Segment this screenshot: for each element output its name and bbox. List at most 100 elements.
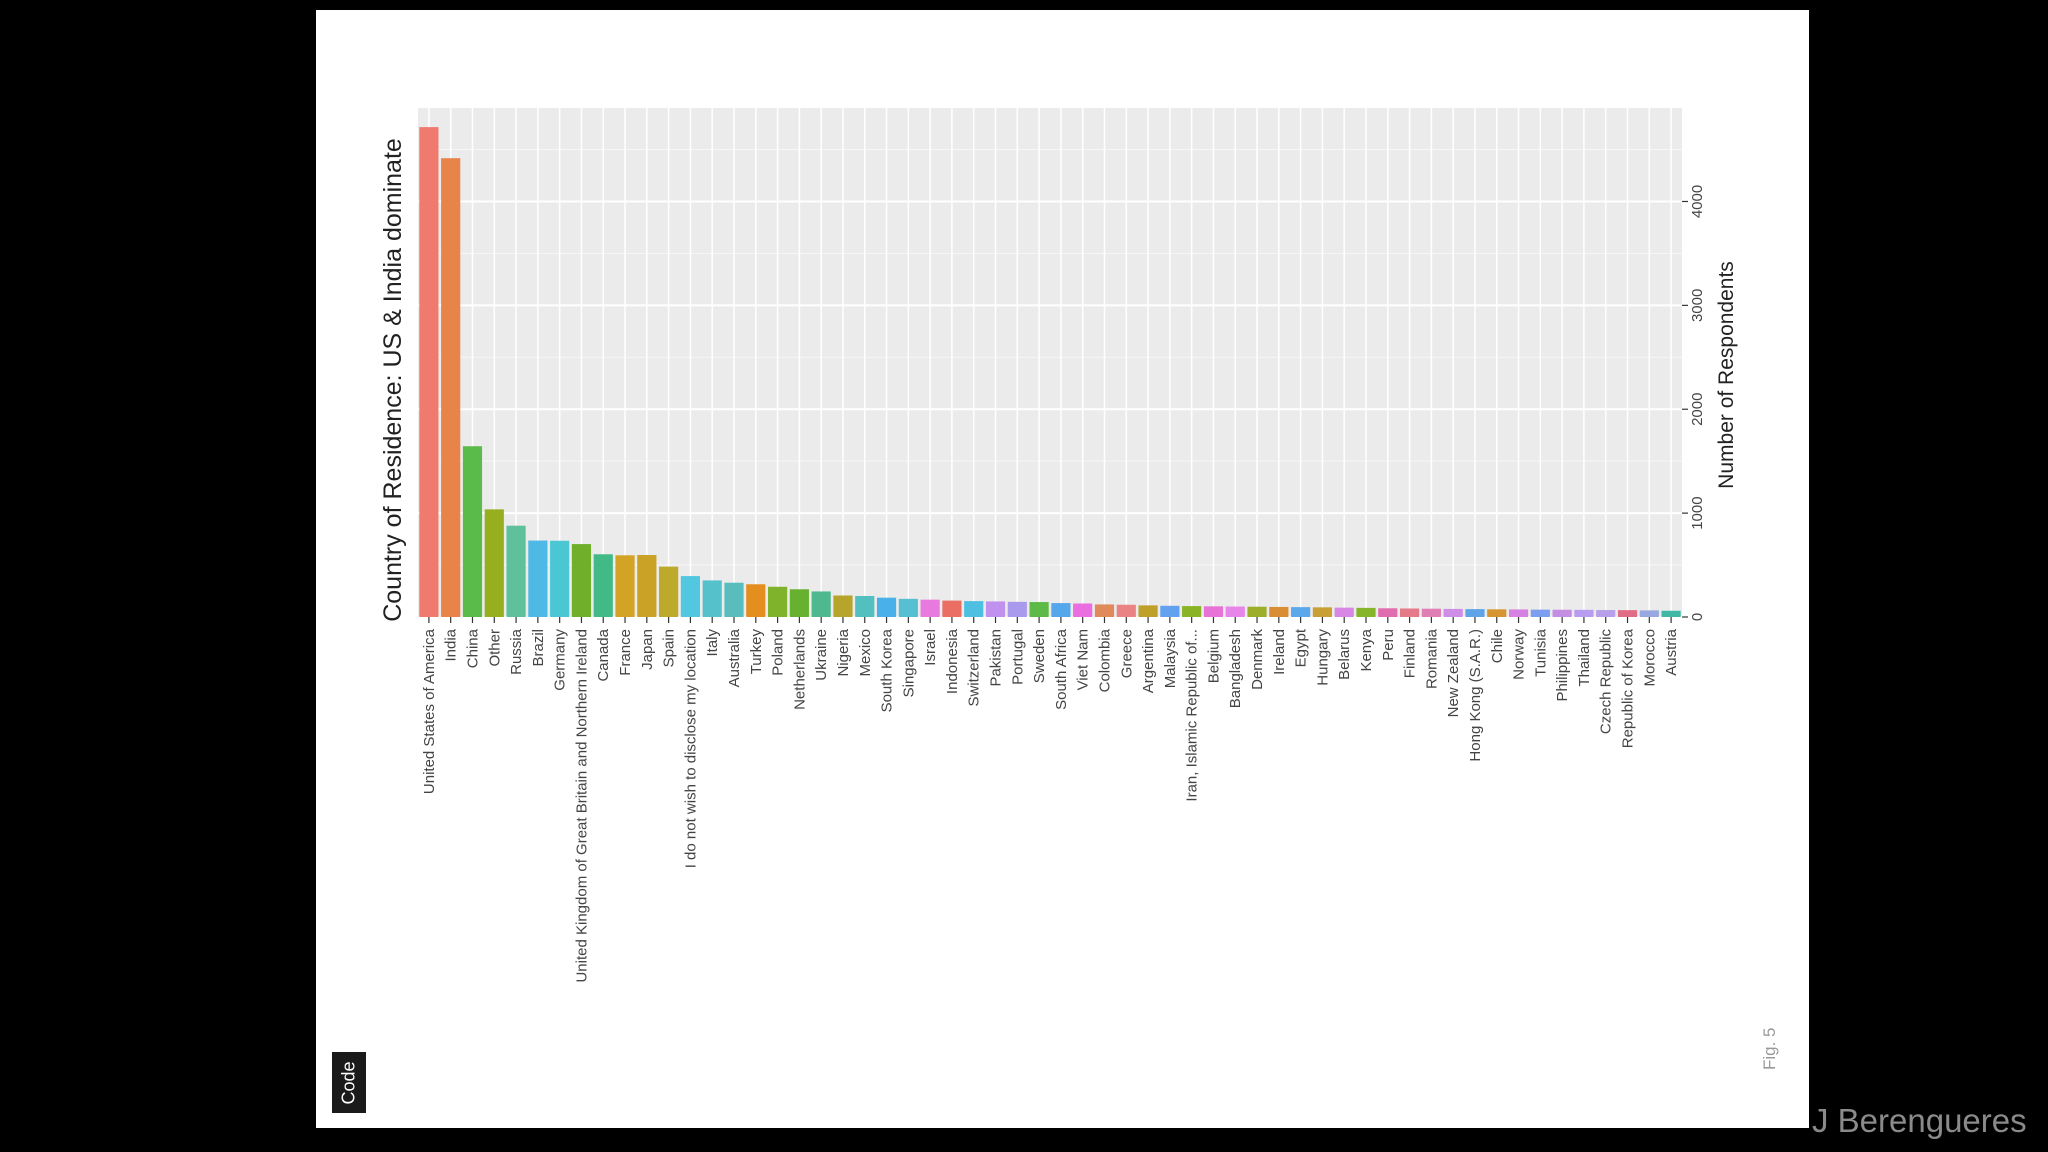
category-label: Bangladesh (1227, 629, 1244, 708)
bar (746, 584, 766, 617)
category-label: France (617, 629, 634, 676)
category-label: Hong Kong (S.A.R.) (1467, 629, 1484, 762)
bar (1356, 607, 1376, 617)
category-label: Norway (1511, 629, 1528, 680)
code-button[interactable]: Code (332, 1052, 366, 1113)
bar (1225, 606, 1245, 617)
bar (1465, 609, 1485, 617)
category-label: Portugal (1009, 629, 1026, 685)
category-label: United Kingdom of Great Britain and Nort… (573, 629, 590, 983)
bar (1530, 609, 1550, 617)
bar (876, 597, 897, 617)
category-label: Czech Republic (1598, 629, 1615, 735)
bar (942, 600, 962, 617)
category-label: Israel (922, 629, 939, 666)
category-label: Thailand (1576, 629, 1593, 687)
bar (1291, 607, 1311, 617)
category-label: Morocco (1641, 629, 1658, 687)
bar (1312, 607, 1333, 617)
category-label: Indonesia (944, 628, 961, 694)
bar (1116, 604, 1136, 617)
category-label: Russia (508, 628, 525, 675)
bar (724, 582, 744, 617)
category-label: United States of America (421, 628, 438, 794)
bar (1247, 606, 1267, 617)
category-label: Argentina (1140, 628, 1157, 693)
category-label: India (443, 628, 460, 661)
bar (593, 554, 613, 617)
bar (1639, 610, 1659, 617)
bar (767, 586, 788, 617)
category-label: Belgium (1205, 629, 1222, 683)
value-tick-label: 2000 (1689, 393, 1706, 426)
category-label: Ireland (1271, 629, 1288, 675)
bar (1334, 607, 1354, 617)
bar (898, 598, 918, 617)
category-label: Other (486, 629, 503, 667)
bar (1378, 608, 1398, 617)
category-label: Nigeria (835, 628, 852, 676)
category-label: Spain (661, 629, 678, 667)
category-label: Romania (1423, 628, 1440, 689)
category-label: Brazil (530, 629, 547, 667)
category-label: Republic of Korea (1620, 628, 1637, 748)
category-label: Egypt (1293, 628, 1310, 667)
category-label: Kenya (1358, 628, 1375, 671)
category-label: Mexico (857, 629, 874, 677)
bar (920, 599, 940, 617)
category-label: South Africa (1053, 628, 1070, 710)
category-label: Malaysia (1162, 628, 1179, 688)
bar (833, 595, 853, 617)
bar (1182, 606, 1202, 617)
bar (702, 580, 722, 617)
category-label: Colombia (1096, 628, 1113, 692)
category-label: Greece (1118, 629, 1135, 678)
bar (1203, 606, 1224, 617)
value-axis-title: Number of Respondents (1715, 261, 1738, 489)
value-axis-ticks: 0 1000 2000 3000 4000 (1682, 185, 1706, 621)
category-label: Netherlands (791, 629, 808, 710)
bar (789, 589, 809, 617)
code-button-label: Code (338, 1060, 359, 1105)
category-label: Sweden (1031, 629, 1048, 683)
category-label: Philippines (1554, 629, 1571, 702)
chart-title: Country of Residence: US & India dominat… (379, 138, 407, 622)
category-label: Switzerland (966, 629, 983, 707)
category-label: New Zealand (1445, 629, 1462, 717)
bar (1574, 609, 1594, 617)
bar (506, 525, 526, 617)
category-label: Australia (726, 628, 743, 687)
bar (1617, 610, 1638, 617)
category-label: China (464, 628, 481, 668)
bar (1596, 610, 1616, 617)
category-label: Pakistan (988, 629, 1005, 687)
category-label: Canada (595, 628, 612, 681)
category-label: South Korea (879, 628, 896, 712)
bar (855, 596, 875, 617)
bar (1661, 610, 1681, 617)
value-tick-label: 0 (1689, 613, 1706, 621)
bar (659, 566, 679, 617)
category-label: Turkey (748, 629, 765, 675)
bar (1073, 603, 1093, 617)
bar (419, 127, 439, 618)
category-label: Viet Nam (1075, 629, 1092, 690)
category-label: Chile (1489, 629, 1506, 663)
category-label: Finland (1402, 629, 1419, 678)
category-label: Hungary (1314, 629, 1331, 686)
bar (1051, 603, 1071, 617)
bar (1007, 601, 1027, 617)
bar (1487, 609, 1507, 617)
bar (1160, 605, 1180, 617)
author-credit: J Berengueres (1812, 1102, 2027, 1139)
category-label: Austria (1663, 628, 1680, 675)
bar (462, 446, 483, 617)
bar (550, 540, 570, 617)
figure-label: Fig. 5 (1760, 1027, 1779, 1070)
value-tick-label: 4000 (1689, 185, 1706, 218)
value-tick-label: 1000 (1689, 496, 1706, 529)
category-label: I do not wish to disclose my location (682, 629, 699, 868)
bar (571, 544, 592, 617)
bar (1399, 608, 1420, 617)
